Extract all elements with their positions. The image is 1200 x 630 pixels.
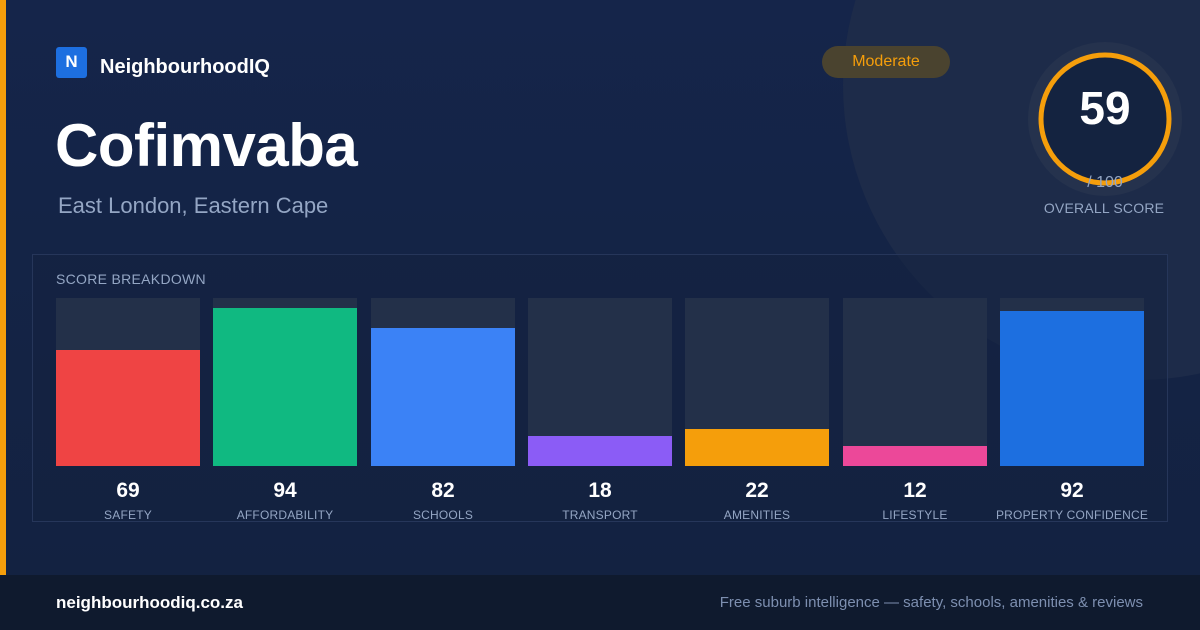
- footer: neighbourhoodiq.co.za Free suburb intell…: [0, 575, 1200, 630]
- bar-amenities: [685, 429, 829, 466]
- brand: N NeighbourhoodIQ: [56, 46, 270, 78]
- footer-tagline: Free suburb intelligence — safety, schoo…: [719, 594, 1143, 611]
- bar-label-transport: TRANSPORT: [562, 508, 638, 522]
- bar-value-affordability: 94: [273, 479, 297, 502]
- brand-name: NeighbourhoodIQ: [100, 55, 270, 78]
- bar-label-affordability: AFFORDABILITY: [236, 508, 334, 522]
- overall-score-max: / 100: [1087, 174, 1123, 191]
- bar-label-schools: SCHOOLS: [412, 508, 474, 522]
- bar-transport: [528, 436, 672, 466]
- bar-value-transport: 18: [588, 479, 612, 502]
- share-card: N NeighbourhoodIQ Cofimvaba East London,…: [0, 0, 1200, 575]
- overall-score-label: OVERALL SCORE: [1043, 200, 1165, 216]
- bar-value-property-confidence: 92: [1060, 479, 1084, 502]
- bar-label-amenities: AMENITIES: [723, 508, 791, 522]
- bar-label-property-confidence: PROPERTY CONFIDENCE: [995, 508, 1149, 522]
- overall-score-value: 59: [1079, 82, 1131, 134]
- bar-schools: [371, 328, 515, 466]
- score-breakdown-chart: 69 SAFETY 94 AFFORDABILITY 82 SCHOOLS 18 TRANSP…: [56, 298, 1149, 522]
- bar-affordability: [213, 308, 357, 466]
- bar-track-lifestyle: [843, 298, 987, 466]
- bar-value-lifestyle: 12: [903, 479, 927, 502]
- bar-safety: [56, 350, 200, 466]
- score-ring-icon: [1028, 42, 1182, 196]
- suburb-title: Cofimvaba: [55, 112, 358, 179]
- bar-label-safety: SAFETY: [104, 508, 152, 522]
- bar-label-lifestyle: LIFESTYLE: [882, 508, 948, 522]
- brand-logo-icon: N: [56, 46, 87, 78]
- score-ring-stroke: [1038, 52, 1172, 186]
- bar-value-amenities: 22: [745, 479, 769, 502]
- rating-badge: Moderate: [822, 46, 950, 78]
- footer-domain-link[interactable]: neighbourhoodiq.co.za: [56, 593, 243, 612]
- accent-bar: [0, 0, 6, 575]
- bar-property-confidence: [1000, 311, 1144, 466]
- bar-value-schools: 82: [431, 479, 455, 502]
- overall-score-ring: 59 / 100: [1028, 42, 1182, 196]
- bar-value-safety: 69: [116, 479, 140, 502]
- score-breakdown-title: SCORE BREAKDOWN: [56, 271, 206, 287]
- suburb-location: East London, Eastern Cape: [58, 193, 329, 218]
- bar-lifestyle: [843, 446, 987, 466]
